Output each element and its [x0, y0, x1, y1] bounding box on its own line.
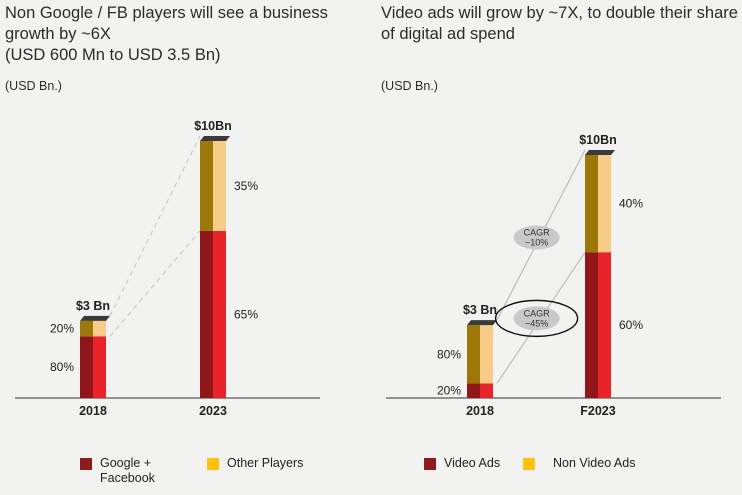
cagr-label-2-line2: ~45% — [525, 318, 548, 328]
bar-2018-other-players-front — [80, 320, 93, 337]
category-label-2018: 2018 — [79, 404, 107, 418]
total-label-2018: $3 Bn — [76, 299, 110, 313]
bar-2023-other-players-side — [213, 141, 226, 231]
bar-f2023-top-cap — [585, 150, 615, 155]
bar-2018-video-ads-front — [467, 383, 480, 398]
connector-line-2 — [109, 230, 201, 337]
bar-f2023-non-video-ads-front — [585, 155, 598, 253]
bar-label-2023-google-facebook: 65% — [234, 307, 258, 321]
bar-label-f2023-video-ads: 60% — [619, 318, 643, 332]
legend-swatch-non-video-ads — [523, 458, 535, 470]
left-chart-panel: Non Google / FB players will see a busin… — [5, 4, 328, 486]
bar-2018-non-video-ads-side — [480, 325, 493, 384]
legend-swatch-video-ads — [424, 458, 436, 470]
bar-f2023-video-ads-front — [585, 252, 598, 398]
right-chart-title: Video ads will grow by ~7X, to double th… — [381, 4, 738, 43]
total-label-2018: $3 Bn — [463, 303, 497, 317]
category-label-f2023: F2023 — [580, 404, 615, 418]
bar-label-2023-other-players: 35% — [234, 179, 258, 193]
cagr-label-1-line1: CAGR — [524, 228, 551, 238]
connector-line-1 — [109, 135, 201, 317]
cagr-bubble-1 — [513, 225, 560, 250]
bar-2018-video-ads-side — [480, 383, 493, 398]
left-bar-chart: 80% 20%$3 Bn 2018 65% 35% $10Bn 2023 — [15, 119, 320, 418]
bar-label-2018-non-video-ads: 80% — [437, 347, 461, 361]
legend-item-non-video-ads: Non Video Ads — [523, 456, 635, 471]
bar-label-2018-other-players: 20% — [50, 322, 74, 336]
legend-swatch-other-players — [207, 458, 219, 470]
legend-swatch-google-facebook — [80, 458, 92, 470]
legend-item-other-players: Other Players — [207, 456, 303, 471]
right-chart-unit: (USD Bn.) — [381, 79, 438, 93]
cagr-label-1-line2: ~10% — [525, 238, 548, 248]
legend-label-non-video-ads: Non Video Ads — [553, 456, 636, 470]
bar-2018-top-cap — [467, 320, 497, 326]
bar-2018-top-cap — [80, 315, 110, 321]
bar-2018-other-players-side — [93, 320, 106, 337]
bar-2018-google-facebook-side — [93, 336, 106, 398]
bar-2018-google-facebook-front — [80, 336, 93, 398]
legend-label-video-ads: Video Ads — [444, 456, 501, 470]
legend-item-google-facebook: Google + Facebook — [80, 456, 170, 486]
bar-2023-other-players-front — [200, 141, 213, 231]
bar-f2023-video-ads-side — [598, 252, 611, 398]
right-chart-panel: Video ads will grow by ~7X, to double th… — [371, 0, 742, 495]
bar-2023-top-cap — [200, 136, 230, 141]
bar-label-f2023-non-video-ads: 40% — [619, 197, 643, 211]
left-chart-unit: (USD Bn.) — [5, 79, 62, 93]
bar-2023-google-facebook-front — [200, 230, 213, 398]
bar-2018-non-video-ads-front — [467, 325, 480, 384]
right-bar-chart: 20%80%$3 Bn201860%40%$10BnF2023CAGR~10%C… — [386, 133, 721, 418]
bar-f2023-non-video-ads-side — [598, 155, 611, 253]
total-label-2023: $10Bn — [194, 119, 232, 133]
bar-2023-google-facebook-side — [213, 230, 226, 398]
bar-label-2018-google-facebook: 80% — [50, 360, 74, 374]
bar-label-2018-video-ads: 20% — [437, 384, 461, 398]
legend-item-video-ads: Video Ads — [424, 456, 500, 471]
category-label-2018: 2018 — [466, 404, 494, 418]
left-chart-title: Non Google / FB players will see a busin… — [5, 4, 328, 64]
total-label-f2023: $10Bn — [579, 133, 617, 147]
cagr-label-2-line1: CAGR — [524, 308, 551, 318]
category-label-2023: 2023 — [199, 404, 227, 418]
cagr-highlight-ring — [494, 299, 579, 338]
cagr-bubble-2 — [513, 306, 560, 331]
legend-label-google-facebook: Google + Facebook — [100, 456, 155, 485]
legend-label-other-players: Other Players — [227, 456, 304, 470]
